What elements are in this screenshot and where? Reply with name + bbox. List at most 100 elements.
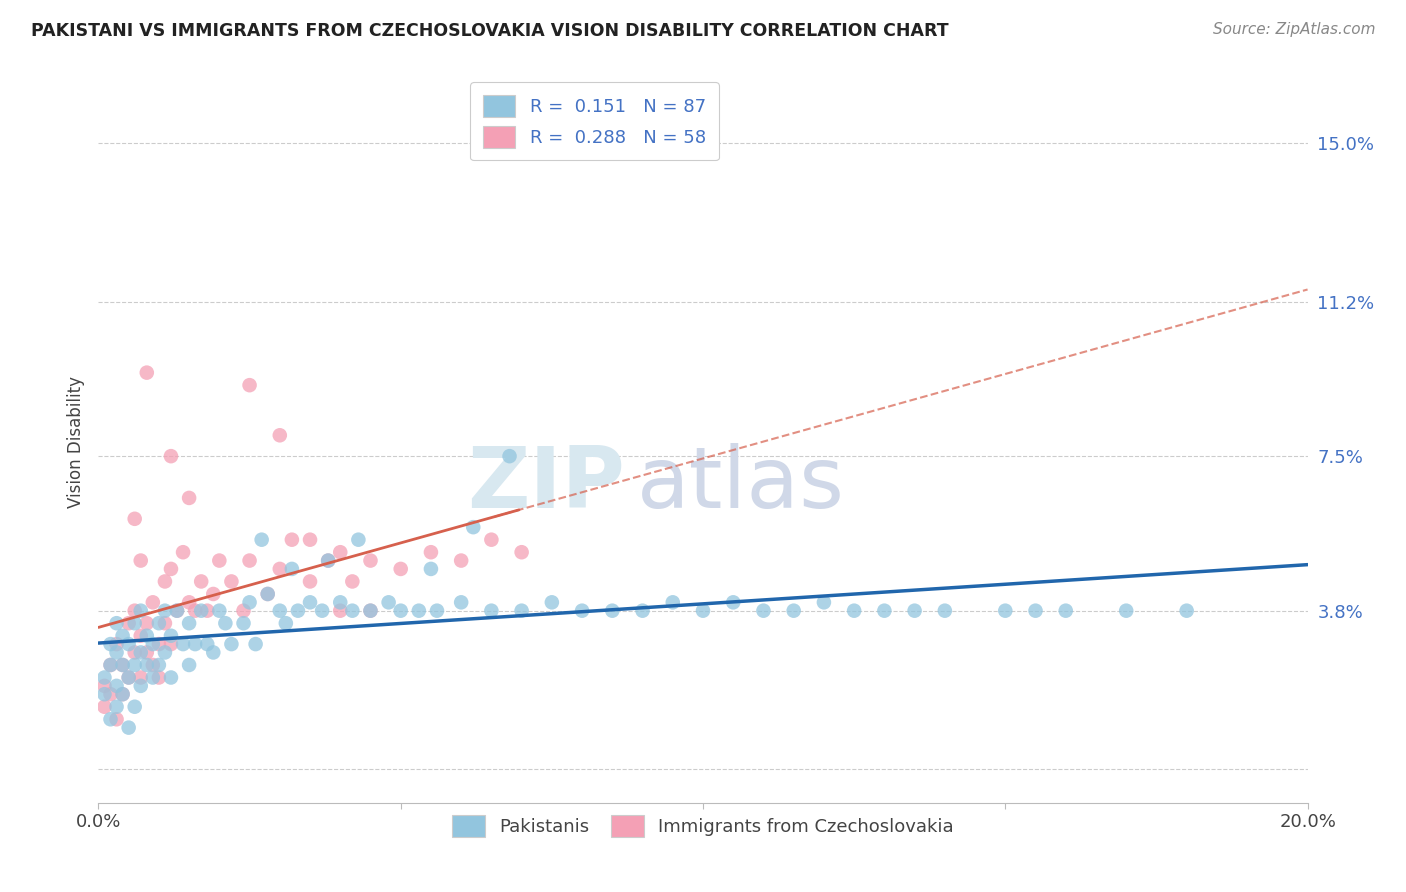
Y-axis label: Vision Disability: Vision Disability <box>66 376 84 508</box>
Point <box>148 657 170 672</box>
Point <box>142 595 165 609</box>
Point <box>256 587 278 601</box>
Point <box>166 604 188 618</box>
Point <box>752 604 775 618</box>
Point <box>195 637 218 651</box>
Point <box>389 604 412 618</box>
Text: Source: ZipAtlas.com: Source: ZipAtlas.com <box>1212 22 1375 37</box>
Point <box>129 604 152 618</box>
Point <box>135 366 157 380</box>
Point <box>299 533 322 547</box>
Point <box>202 645 225 659</box>
Point <box>142 671 165 685</box>
Point <box>166 604 188 618</box>
Point <box>377 595 399 609</box>
Point <box>129 629 152 643</box>
Point <box>105 637 128 651</box>
Point <box>299 595 322 609</box>
Point <box>208 553 231 567</box>
Point <box>93 699 115 714</box>
Point <box>510 545 533 559</box>
Point <box>239 595 262 609</box>
Point <box>783 604 806 618</box>
Point <box>498 449 520 463</box>
Point <box>723 595 745 609</box>
Point <box>281 562 304 576</box>
Point <box>221 574 243 589</box>
Point <box>160 449 183 463</box>
Point <box>1115 604 1137 618</box>
Point <box>347 533 370 547</box>
Point <box>129 553 152 567</box>
Point <box>202 587 225 601</box>
Point <box>342 604 364 618</box>
Point <box>100 657 122 672</box>
Text: ZIP: ZIP <box>467 443 624 526</box>
Point <box>232 616 254 631</box>
Point <box>190 574 212 589</box>
Point <box>269 604 291 618</box>
Point <box>179 616 201 631</box>
Point <box>571 604 593 618</box>
Point <box>329 604 352 618</box>
Point <box>118 671 141 685</box>
Point <box>153 616 176 631</box>
Point <box>329 595 352 609</box>
Point <box>93 671 115 685</box>
Point <box>281 533 304 547</box>
Point <box>232 604 254 618</box>
Point <box>316 553 339 567</box>
Point <box>934 604 956 618</box>
Point <box>450 595 472 609</box>
Point <box>256 587 278 601</box>
Point <box>631 604 654 618</box>
Point <box>111 687 134 701</box>
Point <box>463 520 485 534</box>
Point <box>105 616 128 631</box>
Point <box>118 721 141 735</box>
Point <box>184 604 207 618</box>
Point <box>481 533 503 547</box>
Point <box>135 645 157 659</box>
Point <box>360 604 382 618</box>
Point <box>129 645 152 659</box>
Point <box>118 616 141 631</box>
Point <box>239 553 262 567</box>
Point <box>124 699 146 714</box>
Point <box>179 491 201 505</box>
Point <box>124 645 146 659</box>
Point <box>299 574 322 589</box>
Point <box>420 545 443 559</box>
Point <box>195 604 218 618</box>
Point <box>148 616 170 631</box>
Point <box>420 562 443 576</box>
Point <box>105 712 128 726</box>
Point <box>148 637 170 651</box>
Text: atlas: atlas <box>637 443 845 526</box>
Point <box>813 595 835 609</box>
Point <box>160 637 183 651</box>
Point <box>269 562 291 576</box>
Point <box>124 604 146 618</box>
Point <box>481 604 503 618</box>
Point <box>111 629 134 643</box>
Point <box>100 687 122 701</box>
Point <box>172 545 194 559</box>
Point <box>105 645 128 659</box>
Point <box>287 604 309 618</box>
Point <box>160 671 183 685</box>
Point <box>1054 604 1077 618</box>
Point <box>208 604 231 618</box>
Point <box>135 616 157 631</box>
Point <box>904 604 927 618</box>
Point <box>342 574 364 589</box>
Point <box>269 428 291 442</box>
Legend: Pakistanis, Immigrants from Czechoslovakia: Pakistanis, Immigrants from Czechoslovak… <box>441 805 965 848</box>
Point <box>329 545 352 559</box>
Point <box>602 604 624 618</box>
Point <box>124 616 146 631</box>
Point <box>135 657 157 672</box>
Point <box>179 657 201 672</box>
Point <box>661 595 683 609</box>
Point <box>111 687 134 701</box>
